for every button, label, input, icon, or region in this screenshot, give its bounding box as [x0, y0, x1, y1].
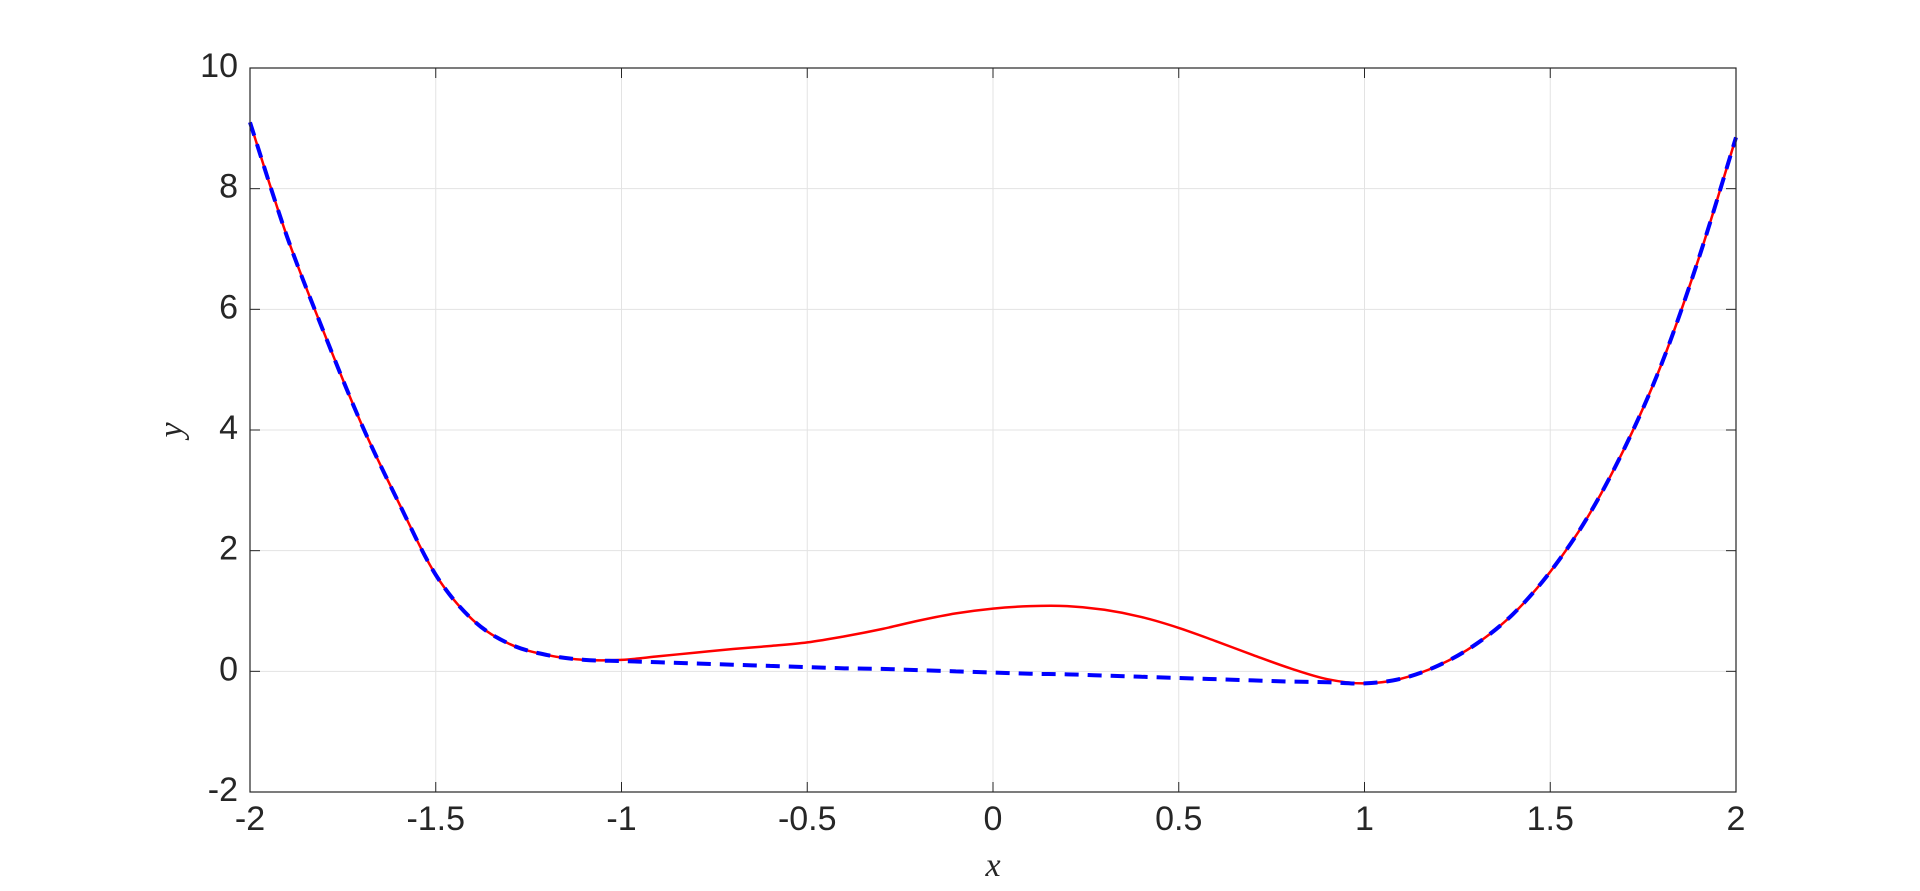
y-tick-label: 2	[219, 530, 238, 568]
y-tick-label: 6	[219, 288, 238, 326]
x-tick-label: 1	[1355, 800, 1374, 838]
x-tick-label: -1	[606, 800, 636, 838]
x-tick-label: 1.5	[1527, 800, 1574, 838]
series-line	[248, 121, 1738, 686]
y-tick-label: 10	[200, 47, 238, 85]
x-tick-label: -0.5	[778, 800, 837, 838]
y-tick-label: -2	[208, 771, 238, 809]
y-tick-label: 0	[219, 650, 238, 688]
plot-frame	[249, 67, 1737, 793]
y-tick-label: 8	[219, 168, 238, 206]
y-tick-label: 4	[219, 409, 238, 447]
x-tick-label: 2	[1727, 800, 1746, 838]
x-tick-label: 0	[984, 800, 1003, 838]
x-tick-label: -2	[235, 800, 265, 838]
x-tick-label: 0.5	[1155, 800, 1202, 838]
x-tick-label: -1.5	[406, 800, 465, 838]
y-axis-label: y	[153, 422, 190, 441]
x-axis-label: x	[984, 847, 1000, 884]
